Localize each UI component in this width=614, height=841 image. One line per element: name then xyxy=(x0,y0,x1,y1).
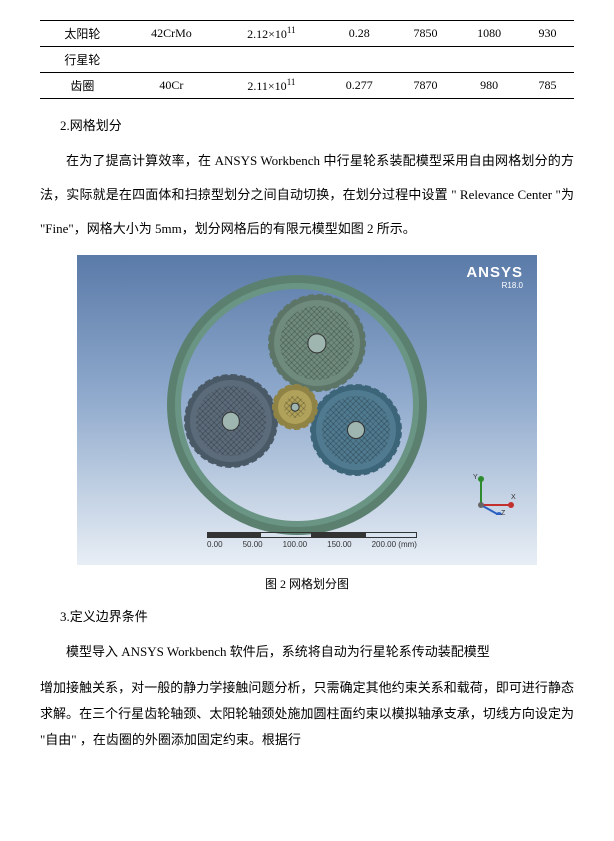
planet-right-gear xyxy=(311,385,401,475)
paragraph-bc-2: 增加接触关系，对一般的静力学接触问题分析，只需确定其他约束关系和载荷，即可进行静… xyxy=(40,675,574,753)
scale-bar: 0.00 50.00 100.00 150.00 200.00 (mm) xyxy=(207,532,417,549)
sun-gear xyxy=(273,385,317,429)
svg-text:X: X xyxy=(511,494,516,501)
planet-left-gear xyxy=(185,375,277,467)
cell: 980 xyxy=(457,73,521,99)
section-2-title: 2.网格划分 xyxy=(60,115,574,134)
cell: 785 xyxy=(521,73,574,99)
cell: 930 xyxy=(521,21,574,47)
paragraph-bc-1: 模型导入 ANSYS Workbench 软件后，系统将自动为行星轮系传动装配模… xyxy=(40,635,574,669)
section-3-title: 3.定义边界条件 xyxy=(60,606,574,625)
scale-tick: 100.00 xyxy=(283,540,307,549)
ansys-mesh-figure: ANSYS R18.0 Y X Z xyxy=(77,255,537,565)
cell: 7850 xyxy=(394,21,458,47)
scale-tick: 200.00 (mm) xyxy=(372,540,417,549)
cell: 0.277 xyxy=(325,73,394,99)
figure-2-caption: 图 2 网格划分图 xyxy=(40,575,574,592)
scale-tick: 0.00 xyxy=(207,540,223,549)
figure-2: ANSYS R18.0 Y X Z xyxy=(60,255,554,565)
cell: 太阳轮 xyxy=(40,21,125,47)
coordinate-triad-icon: Y X Z xyxy=(471,469,517,515)
cell: 行星轮 xyxy=(40,47,125,73)
cell: 2.11×1011 xyxy=(218,73,325,99)
scale-tick: 50.00 xyxy=(243,540,263,549)
svg-text:Z: Z xyxy=(501,510,506,515)
ansys-logo: ANSYS R18.0 xyxy=(466,265,523,290)
cell: 2.12×1011 xyxy=(218,21,325,47)
cell: 1080 xyxy=(457,21,521,47)
material-table: 太阳轮 42CrMo 2.12×1011 0.28 7850 1080 930 … xyxy=(40,20,574,99)
paragraph-mesh: 在为了提高计算效率，在 ANSYS Workbench 中行星轮系装配模型采用自… xyxy=(40,144,574,245)
cell: 42CrMo xyxy=(125,21,218,47)
cell: 0.28 xyxy=(325,21,394,47)
planet-top-gear xyxy=(269,295,365,391)
scale-tick: 150.00 xyxy=(327,540,351,549)
cell: 齿圈 xyxy=(40,73,125,99)
svg-text:Y: Y xyxy=(473,474,478,481)
cell: 7870 xyxy=(394,73,458,99)
cell: 40Cr xyxy=(125,73,218,99)
